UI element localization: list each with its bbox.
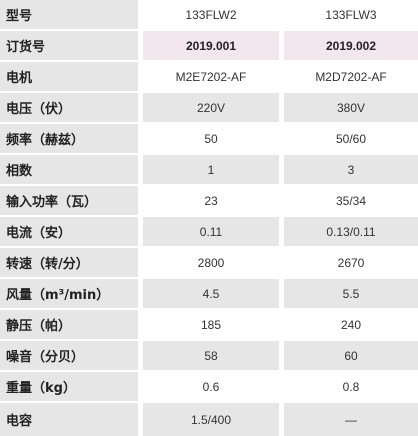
model-1-value: 1	[143, 155, 279, 184]
model-2-value: 5.5	[284, 279, 418, 308]
table-row: 风量（m³/min） 4.5 5.5	[0, 279, 418, 308]
table-row: 频率（赫兹） 50 50/60	[0, 124, 418, 153]
row-label: 静压（帕）	[0, 310, 138, 339]
model-2-value: 60	[284, 341, 418, 370]
model-1-value: 58	[143, 341, 279, 370]
table-row: 电流（安） 0.11 0.13/0.11	[0, 217, 418, 246]
row-label: 重量（kg）	[0, 372, 138, 401]
row-label: 电机	[0, 62, 138, 91]
model-1-value: 1.5/400	[143, 403, 279, 436]
table-row: 型号 133FLW2 133FLW3	[0, 0, 418, 29]
model-1-value: 0.6	[143, 372, 279, 401]
model-1-value: 23	[143, 186, 279, 215]
table-row: 电压（伏） 220V 380V	[0, 93, 418, 122]
model-1-value: 50	[143, 124, 279, 153]
row-label: 相数	[0, 155, 138, 184]
table-row: 订货号 2019.001 2019.002	[0, 31, 418, 60]
table-row: 相数 1 3	[0, 155, 418, 184]
row-label: 输入功率（瓦）	[0, 186, 138, 215]
table-row: 电容 1.5/400 —	[0, 403, 418, 436]
table-row: 转速（转/分） 2800 2670	[0, 248, 418, 277]
model-2-value: 133FLW3	[284, 0, 418, 29]
row-label: 频率（赫兹）	[0, 124, 138, 153]
model-2-value: 380V	[284, 93, 418, 122]
model-2-value: 2019.002	[284, 31, 418, 60]
row-label: 噪音（分贝）	[0, 341, 138, 370]
row-label: 风量（m³/min）	[0, 279, 138, 308]
table-row: 输入功率（瓦） 23 35/34	[0, 186, 418, 215]
row-label: 型号	[0, 0, 138, 29]
row-label: 电流（安）	[0, 217, 138, 246]
row-label: 电容	[0, 403, 138, 436]
table-row: 重量（kg） 0.6 0.8	[0, 372, 418, 401]
model-2-value: 240	[284, 310, 418, 339]
model-1-value: M2E7202-AF	[143, 62, 279, 91]
model-2-value: 2670	[284, 248, 418, 277]
model-1-value: 185	[143, 310, 279, 339]
model-1-value: 2019.001	[143, 31, 279, 60]
table-row: 噪音（分贝） 58 60	[0, 341, 418, 370]
table-row: 静压（帕） 185 240	[0, 310, 418, 339]
model-1-value: 133FLW2	[143, 0, 279, 29]
row-label: 订货号	[0, 31, 138, 60]
model-1-value: 4.5	[143, 279, 279, 308]
model-2-value: M2D7202-AF	[284, 62, 418, 91]
model-2-value: —	[284, 403, 418, 436]
model-1-value: 2800	[143, 248, 279, 277]
table-row: 电机 M2E7202-AF M2D7202-AF	[0, 62, 418, 91]
model-1-value: 220V	[143, 93, 279, 122]
model-2-value: 3	[284, 155, 418, 184]
model-1-value: 0.11	[143, 217, 279, 246]
model-2-value: 35/34	[284, 186, 418, 215]
row-label: 转速（转/分）	[0, 248, 138, 277]
model-2-value: 0.8	[284, 372, 418, 401]
model-2-value: 0.13/0.11	[284, 217, 418, 246]
model-2-value: 50/60	[284, 124, 418, 153]
row-label: 电压（伏）	[0, 93, 138, 122]
